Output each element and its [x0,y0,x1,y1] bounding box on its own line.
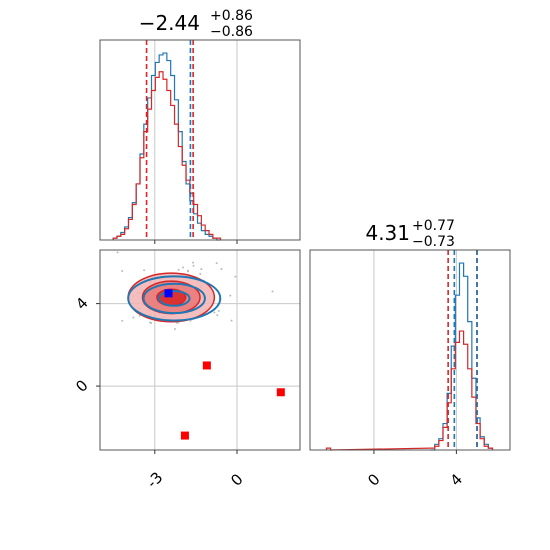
x-tick-label-hist-y-1: 4 [447,470,466,489]
sample-point [192,261,195,264]
sample-point [132,316,135,319]
hist-x-series-1 [112,71,222,240]
truth-marker-3 [180,431,189,440]
title-hist-x-sub: −0.86 [210,24,253,40]
sample-point [157,245,159,247]
frame-scatter-xy [99,249,301,451]
sample-point [234,275,237,278]
sample-point [217,309,220,312]
title-hist-y-sup: +0.77 [412,218,455,234]
hist-x-series-0 [112,52,221,241]
truth-marker-1 [202,361,211,370]
x-tick-label-hist-y-0: 0 [364,470,383,489]
sample-point [215,262,218,265]
sample-point [192,264,195,267]
panel-hist-y: 4.31 +0.77 −0.73 0 4 [309,218,511,490]
sample-point [182,266,185,269]
hist-y-series-1 [325,330,494,451]
title-hist-x-sup: +0.86 [210,8,253,24]
x-tick-label-scatter-0: -3 [143,468,166,491]
panel-scatter-xy: -3 0 4 0 [72,245,304,492]
contour-blue-1 [142,282,206,315]
y-tick-label-scatter-1: 0 [72,376,91,395]
sample-point [213,311,216,314]
sample-point [200,268,203,271]
sample-point [121,270,124,273]
truth-marker-4 [296,452,304,460]
y-tick-label-scatter-0: 4 [72,294,91,313]
sample-point [116,251,119,254]
sample-point [121,319,124,322]
hist-y-series-0 [430,262,494,451]
frame-hist-x [99,39,301,241]
title-hist-x-value: −2.44 [139,11,200,35]
sample-point [216,314,219,317]
truth-marker-2 [276,388,285,397]
sample-point [199,273,202,276]
sample-point [173,327,176,330]
contour-blue-2 [127,275,222,322]
title-hist-y-value: 4.31 [365,221,410,245]
contour-blue-0 [157,290,191,307]
title-hist-y-sub: −0.73 [412,234,455,250]
sample-point [220,267,223,270]
x-tick-label-scatter-1: 0 [227,470,246,489]
sample-point [187,269,190,272]
sample-point [271,290,274,293]
sample-point [143,269,146,272]
frame-hist-y [309,249,511,451]
sample-point [177,268,180,271]
truth-marker-0 [164,289,173,298]
sample-point [150,321,153,324]
panel-hist-x: −2.44 +0.86 −0.86 [99,8,301,244]
sample-point [230,319,233,322]
sample-point [229,294,232,297]
